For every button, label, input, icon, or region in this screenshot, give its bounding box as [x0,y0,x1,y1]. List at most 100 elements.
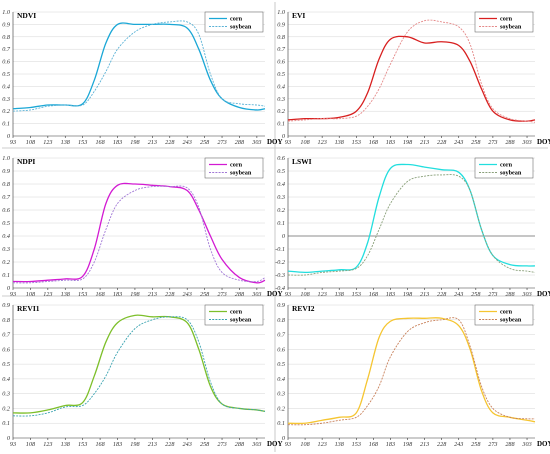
chart-panel-evi: 0 0.1 0.2 0.3 0.4 0.5 0.6 0.7 0.8 0.9 1.0 93 108 123 1… [277,9,550,146]
x-tick-label: 138 [61,291,71,298]
y-tick-label: 0 [7,133,11,140]
x-tick-label: 273 [488,441,497,448]
x-tick-label: 243 [183,139,192,146]
x-tick-label: 93 [10,139,16,146]
y-tick-label: 0.7 [2,46,11,53]
x-tick-label: 183 [386,139,395,146]
x-tick-label: 258 [200,139,210,146]
series-line-corn [12,182,266,284]
y-tick-label: 0.4 [2,376,10,383]
y-tick-label: 0.2 [277,405,285,412]
x-tick-label: 288 [235,139,245,146]
chart-title: REVI1 [17,304,40,313]
x-tick-label: 93 [285,291,291,298]
x-tick-label: 153 [78,291,87,298]
x-tick-label: 153 [352,441,361,448]
y-tick-label: 0.4 [2,83,10,90]
legend-label-soybean: soybean [230,317,252,324]
y-tick-label: 0 [7,285,11,292]
series-line-soybean [287,174,536,276]
chart-title: NDPI [17,157,35,166]
y-tick-label: 0.1 [2,272,10,279]
x-tick-label: 138 [335,291,345,298]
legend-label-corn: corn [500,309,513,316]
chart-title: REVI2 [292,304,315,313]
x-tick-label: 228 [165,291,175,298]
y-tick-label: 0.2 [277,207,285,214]
x-tick-label: 198 [130,139,140,146]
y-tick-label: 0.8 [2,34,11,41]
x-tick-label: 153 [78,139,87,146]
series-line-corn [287,35,536,122]
x-tick-label: 213 [148,139,157,146]
x-tick-label: 108 [26,291,36,298]
x-tick-label: 288 [505,139,515,146]
y-tick-label: 0.4 [277,83,285,90]
x-tick-label: 273 [488,291,497,298]
x-tick-label: 183 [386,291,395,298]
x-tick-label: 273 [488,139,497,146]
y-tick-label: 0.6 [2,59,11,66]
y-tick-label: 0 [282,435,286,442]
x-tick-label: 258 [200,291,210,298]
legend-label-soybean: soybean [500,170,522,177]
x-tick-label: 123 [318,441,327,448]
legend-box [474,11,534,33]
y-tick-label: 0.7 [2,194,11,201]
y-tick-label: 0.2 [277,108,285,115]
legend-box [204,157,264,179]
y-tick-label: 0.3 [2,391,10,398]
x-axis-label: DOY [537,440,550,448]
x-tick-label: 303 [521,441,531,448]
x-tick-label: 138 [61,441,71,448]
x-tick-label: 273 [217,291,226,298]
x-tick-label: 303 [251,139,261,146]
series-line-soybean [12,185,266,284]
x-tick-label: 243 [454,441,463,448]
legend-label-soybean: soybean [500,24,522,31]
chart-panel-lswi: -0.4 -0.3 -0.2 -0.1 0 0.1 0.2 0.3 0.4 0.5 0.6 93 108… [275,155,550,298]
x-tick-label: 153 [352,139,361,146]
x-tick-label: 108 [26,441,36,448]
legend-label-corn: corn [230,16,243,23]
y-tick-label: 0.5 [2,71,10,78]
x-tick-label: 108 [300,291,310,298]
series-line-soybean [12,316,266,417]
y-tick-label: 0.3 [277,96,285,103]
x-tick-label: 168 [95,291,105,298]
y-tick-label: 0.8 [277,34,286,41]
y-tick-label: 0.6 [277,155,286,162]
y-tick-label: 0.8 [2,317,11,324]
x-tick-label: 198 [130,291,140,298]
y-tick-label: 0.7 [277,332,286,339]
x-tick-label: 93 [285,139,291,146]
x-tick-label: 108 [300,441,310,448]
x-tick-label: 138 [335,441,345,448]
series-line-soybean [12,20,266,112]
x-tick-label: 213 [420,291,429,298]
chart-panel-revi1: 0 0.1 0.2 0.3 0.4 0.5 0.6 0.7 0.8 0.9 93 108 123 138 1… [2,302,282,448]
y-tick-label: 0.1 [2,420,10,427]
legend-label-corn: corn [230,309,243,316]
chart-panel-ndpi: 0 0.1 0.2 0.3 0.4 0.5 0.6 0.7 0.8 0.9 1.0 93 108 123 1… [2,155,282,298]
x-tick-label: 213 [420,441,429,448]
x-tick-label: 198 [403,291,413,298]
y-tick-label: 0 [282,233,286,240]
y-tick-label: -0.3 [275,272,285,279]
legend-box [474,304,534,326]
y-tick-label: 0.1 [277,121,285,128]
y-tick-label: 0.4 [277,181,285,188]
x-tick-label: 303 [521,139,531,146]
x-tick-label: 243 [183,441,192,448]
x-tick-label: 228 [437,441,447,448]
y-tick-label: -0.1 [275,246,285,253]
y-tick-label: 0.5 [277,168,285,175]
y-tick-label: 0.2 [2,405,10,412]
x-tick-label: 93 [10,291,16,298]
y-tick-label: 0.8 [2,181,11,188]
x-tick-label: 123 [318,139,327,146]
x-tick-label: 288 [505,441,515,448]
x-tick-label: 183 [113,441,122,448]
x-tick-label: 288 [505,291,515,298]
legend-box [474,157,534,179]
